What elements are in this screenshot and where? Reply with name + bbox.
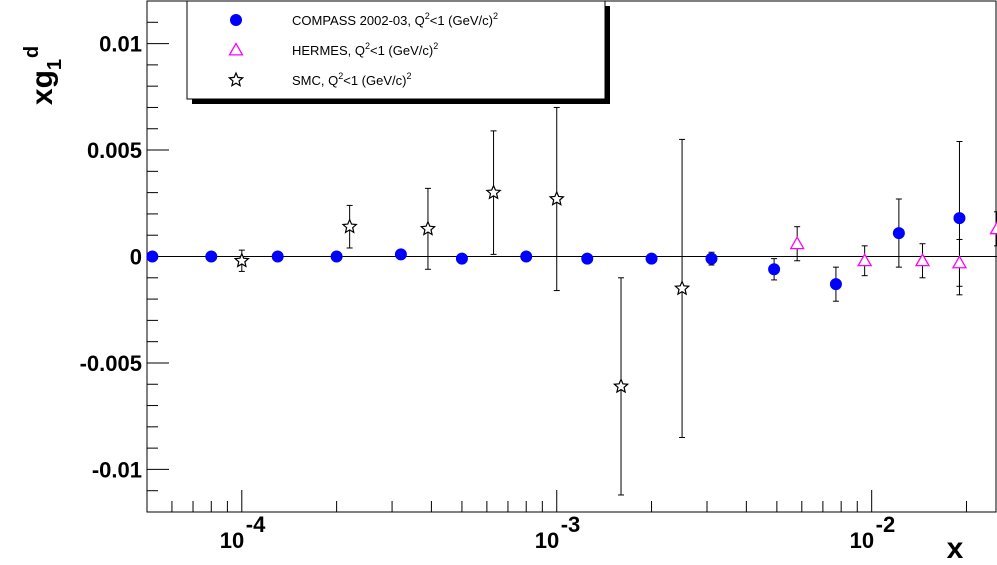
x-tick-label-base: 10 bbox=[220, 528, 244, 553]
marker-circle bbox=[455, 252, 468, 265]
marker-star bbox=[673, 279, 691, 296]
series-open-triangle bbox=[789, 211, 997, 287]
x-tick-labels: 10-410-310-2 bbox=[220, 512, 895, 553]
y-tick-labels: 0.01 0.005 0 -0.005 -0.01 bbox=[80, 32, 142, 483]
data-point bbox=[857, 245, 873, 277]
marker-circle bbox=[394, 248, 407, 261]
x-tick-label-base: 10 bbox=[535, 528, 559, 553]
y-tick-label: 0.005 bbox=[87, 138, 142, 163]
x-tick-label-exponent: -4 bbox=[246, 512, 266, 537]
data-point bbox=[989, 211, 997, 247]
y-tick-label: -0.005 bbox=[80, 351, 142, 376]
series-open-star bbox=[233, 106, 691, 496]
marker-triangle bbox=[914, 252, 931, 267]
data-point bbox=[914, 243, 931, 279]
data-point bbox=[520, 250, 533, 263]
marker-circle bbox=[520, 250, 533, 263]
axis-ticks bbox=[146, 0, 967, 513]
legend-entries: COMPASS 2002-03, Q2<1 (GeV/c)2 HERMES, Q2… bbox=[227, 11, 498, 88]
x-tick-label-base: 10 bbox=[850, 528, 874, 553]
data-point bbox=[455, 252, 468, 265]
series-filled-circle bbox=[146, 141, 966, 302]
data-point bbox=[645, 252, 658, 265]
legend-label: SMC, Q2<1 (GeV/c)2 bbox=[292, 71, 411, 88]
data-point bbox=[205, 250, 218, 263]
data-point bbox=[673, 138, 691, 438]
legend-entry: COMPASS 2002-03, Q2<1 (GeV/c)2 bbox=[230, 11, 498, 28]
marker-triangle bbox=[228, 42, 244, 56]
y-tick-label: 0.01 bbox=[99, 32, 142, 57]
marker-circle bbox=[953, 212, 966, 225]
marker-circle bbox=[705, 252, 718, 265]
data-point bbox=[394, 248, 407, 261]
data-point bbox=[892, 198, 905, 268]
legend-label: COMPASS 2002-03, Q2<1 (GeV/c)2 bbox=[292, 11, 498, 28]
legend-entry: HERMES, Q2<1 (GeV/c)2 bbox=[228, 41, 438, 58]
marker-triangle bbox=[951, 255, 968, 269]
data-point bbox=[341, 204, 358, 249]
data-point bbox=[548, 106, 565, 292]
legend-entry: SMC, Q2<1 (GeV/c)2 bbox=[227, 71, 411, 88]
marker-circle bbox=[205, 250, 218, 263]
legend-box bbox=[186, 0, 606, 100]
x-axis-title: x bbox=[947, 532, 964, 565]
y-tick-label: 0 bbox=[130, 245, 142, 270]
marker-circle bbox=[829, 278, 842, 291]
data-point bbox=[951, 238, 968, 287]
marker-star bbox=[612, 377, 630, 394]
data-point bbox=[330, 250, 343, 263]
data-point bbox=[271, 250, 284, 263]
marker-circle bbox=[146, 250, 159, 263]
x-tick-label: 10-4 bbox=[220, 512, 266, 553]
data-point bbox=[485, 130, 502, 255]
legend: COMPASS 2002-03, Q2<1 (GeV/c)2 HERMES, Q2… bbox=[186, 0, 610, 104]
data-points bbox=[146, 106, 997, 496]
y-axis-title-sub: 1 bbox=[44, 59, 66, 70]
data-point bbox=[768, 258, 781, 281]
marker-circle bbox=[230, 14, 242, 26]
marker-star bbox=[227, 71, 245, 87]
marker-circle bbox=[768, 263, 781, 276]
marker-star bbox=[233, 252, 250, 268]
data-point bbox=[829, 266, 842, 302]
data-point bbox=[146, 250, 159, 263]
marker-circle bbox=[645, 252, 658, 265]
y-axis-title-sup: d bbox=[21, 46, 43, 58]
data-point bbox=[581, 252, 594, 265]
y-axis-title-text: xg1 bbox=[26, 59, 66, 105]
marker-circle bbox=[330, 250, 343, 263]
marker-triangle bbox=[789, 235, 805, 250]
data-point bbox=[612, 277, 630, 496]
marker-circle bbox=[581, 252, 594, 265]
marker-star bbox=[341, 218, 358, 234]
data-point bbox=[419, 187, 437, 270]
marker-circle bbox=[271, 250, 284, 263]
data-point bbox=[789, 226, 805, 262]
x-tick-label-exponent: -3 bbox=[561, 512, 581, 537]
marker-triangle bbox=[989, 221, 997, 235]
y-axis-title: xg1 d bbox=[21, 46, 66, 105]
data-point bbox=[233, 249, 250, 272]
y-axis-title-main: xg bbox=[26, 70, 59, 105]
x-tick-label: 10-3 bbox=[535, 512, 581, 553]
marker-star bbox=[419, 220, 437, 236]
x-tick-label-exponent: -2 bbox=[876, 512, 896, 537]
marker-star bbox=[485, 184, 502, 200]
marker-circle bbox=[892, 227, 905, 240]
marker-triangle bbox=[857, 252, 873, 267]
legend-label: HERMES, Q2<1 (GeV/c)2 bbox=[292, 41, 438, 58]
data-point bbox=[705, 251, 718, 266]
y-tick-label: -0.01 bbox=[92, 457, 142, 482]
x-tick-label: 10-2 bbox=[850, 512, 896, 553]
marker-star bbox=[548, 190, 565, 206]
